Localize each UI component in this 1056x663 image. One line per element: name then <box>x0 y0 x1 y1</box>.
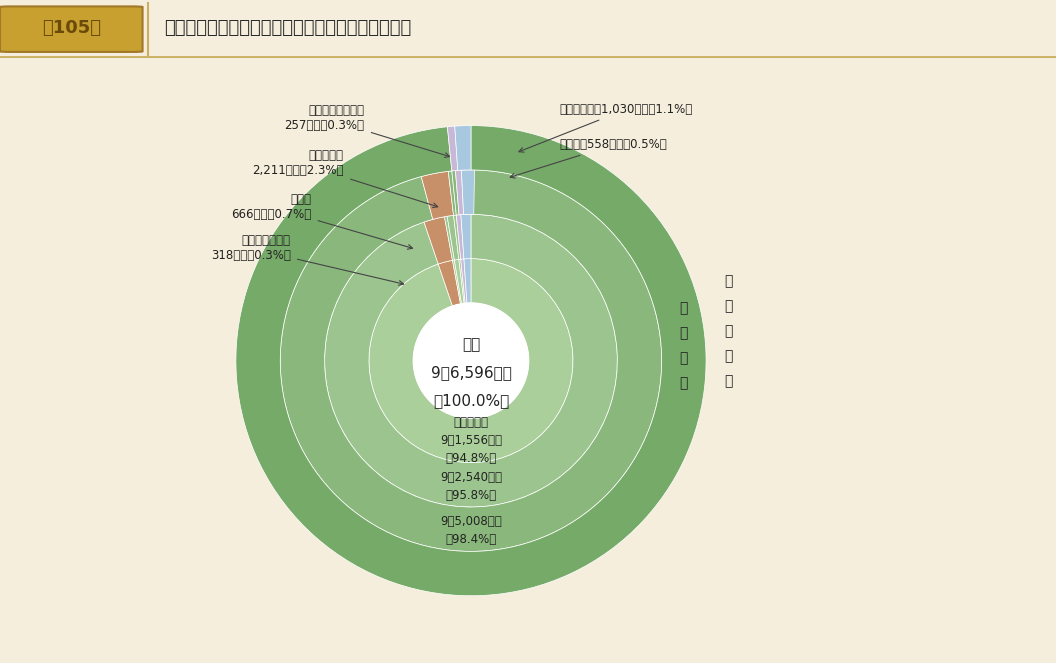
Wedge shape <box>448 126 458 171</box>
Text: 後期高齢者医療事業の決算の状況（その２　歳出）: 後期高齢者医療事業の決算の状況（その２ 歳出） <box>164 19 411 37</box>
Wedge shape <box>447 215 458 260</box>
Wedge shape <box>464 259 471 303</box>
Text: その他医療給付費
257億円（0.3%）: その他医療給付費 257億円（0.3%） <box>284 104 450 157</box>
Wedge shape <box>280 170 662 552</box>
Text: 基金積立金　1,030億円（1.1%）: 基金積立金 1,030億円（1.1%） <box>518 103 693 152</box>
Wedge shape <box>455 170 464 215</box>
Wedge shape <box>456 215 464 259</box>
Text: 9兆5,008億円
（98.4%）: 9兆5,008億円 （98.4%） <box>440 515 502 546</box>
Wedge shape <box>455 125 471 170</box>
Wedge shape <box>425 217 452 264</box>
Text: その他　558億円（0.5%）: その他 558億円（0.5%） <box>510 139 667 178</box>
Wedge shape <box>460 214 471 259</box>
Text: （100.0%）: （100.0%） <box>433 393 509 408</box>
Wedge shape <box>448 171 456 215</box>
Text: 9兆2,540億円
（95.8%）: 9兆2,540億円 （95.8%） <box>440 471 502 502</box>
Wedge shape <box>461 170 474 215</box>
Wedge shape <box>454 259 464 304</box>
Wedge shape <box>452 170 459 215</box>
Text: 歳出: 歳出 <box>461 337 480 352</box>
Text: その他
666億円（0.7%）: その他 666億円（0.7%） <box>231 193 413 249</box>
FancyBboxPatch shape <box>0 7 143 52</box>
Wedge shape <box>324 214 618 507</box>
Wedge shape <box>452 260 461 304</box>
Wedge shape <box>445 216 454 261</box>
Wedge shape <box>235 125 706 596</box>
Circle shape <box>413 303 529 418</box>
Wedge shape <box>460 259 467 303</box>
Text: 療養給付費
9兆1,556億円
（94.8%）: 療養給付費 9兆1,556億円 （94.8%） <box>440 416 502 465</box>
Wedge shape <box>438 261 460 306</box>
Text: 高額療養費
2,211億円（2.3%）: 高額療養費 2,211億円（2.3%） <box>252 149 438 208</box>
Text: 保
険
給
付
費: 保 険 給 付 費 <box>724 274 733 388</box>
Wedge shape <box>421 171 453 219</box>
Text: 審査支払手数料
318億円（0.3%）: 審査支払手数料 318億円（0.3%） <box>211 234 403 285</box>
Wedge shape <box>369 259 573 463</box>
Text: 9兆6,596億円: 9兆6,596億円 <box>431 365 511 380</box>
Text: 療
養
諸
費: 療 養 諸 費 <box>680 302 689 391</box>
Text: 第105図: 第105図 <box>42 19 101 37</box>
Wedge shape <box>458 259 466 304</box>
Wedge shape <box>453 215 460 259</box>
